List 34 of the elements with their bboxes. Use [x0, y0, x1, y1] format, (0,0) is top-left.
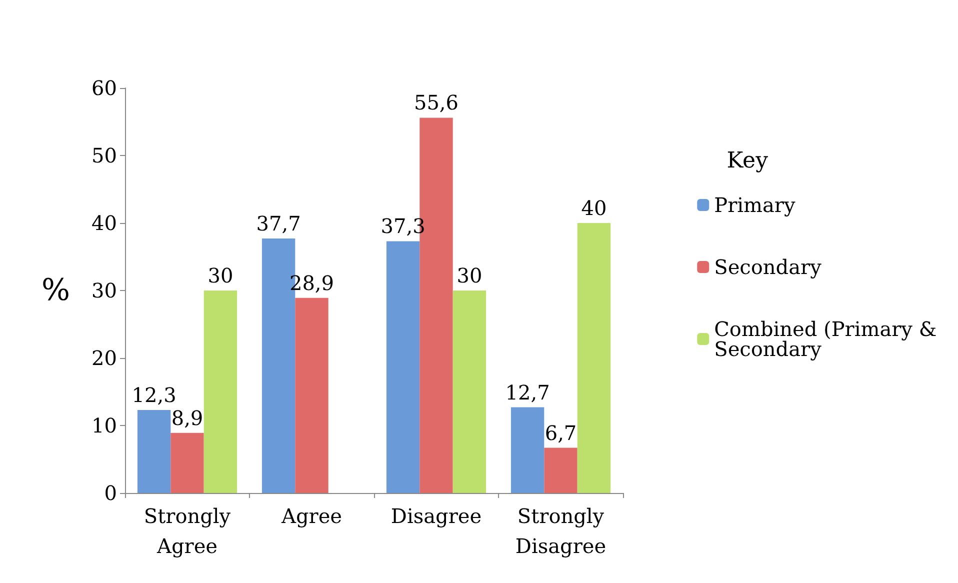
- data-label: 37,7: [256, 212, 301, 236]
- data-label: 6,7: [544, 420, 577, 445]
- legend-label: Primary: [714, 193, 796, 217]
- data-label: 30: [456, 264, 482, 288]
- legend-title: Key: [726, 148, 769, 174]
- bar: [204, 290, 238, 493]
- y-tick-label: 30: [92, 278, 117, 302]
- y-tick-label: 50: [92, 144, 117, 168]
- y-tick-label: 60: [92, 76, 117, 100]
- data-label: 55,6: [414, 90, 459, 115]
- data-label: 12,3: [132, 382, 176, 407]
- legend-label: Combined (Primary & Secondary: [714, 317, 944, 361]
- y-tick-label: 40: [92, 211, 117, 235]
- bar: [510, 407, 544, 493]
- data-label: 40: [581, 196, 607, 220]
- x-tick-label: Disagree: [390, 504, 482, 528]
- y-tick-label: 0: [104, 481, 117, 505]
- x-tick-label: Strongly Disagree: [515, 504, 606, 558]
- y-axis-title: %: [41, 273, 70, 308]
- x-tick-label: Strongly Agree: [144, 504, 232, 558]
- legend-label: Secondary: [714, 255, 822, 279]
- data-label: 30: [208, 264, 234, 288]
- y-tick-label: 10: [92, 414, 117, 438]
- bar: [137, 410, 171, 493]
- bar: [386, 241, 420, 493]
- bar: [544, 448, 578, 493]
- x-tick-label: Agree: [280, 504, 342, 528]
- bar: [452, 290, 486, 493]
- bar: [170, 432, 204, 493]
- y-tick-label: 20: [92, 346, 117, 370]
- bar: [295, 298, 328, 493]
- data-label: 8,9: [171, 406, 204, 430]
- data-label: 12,7: [505, 380, 550, 404]
- bar: [577, 223, 611, 493]
